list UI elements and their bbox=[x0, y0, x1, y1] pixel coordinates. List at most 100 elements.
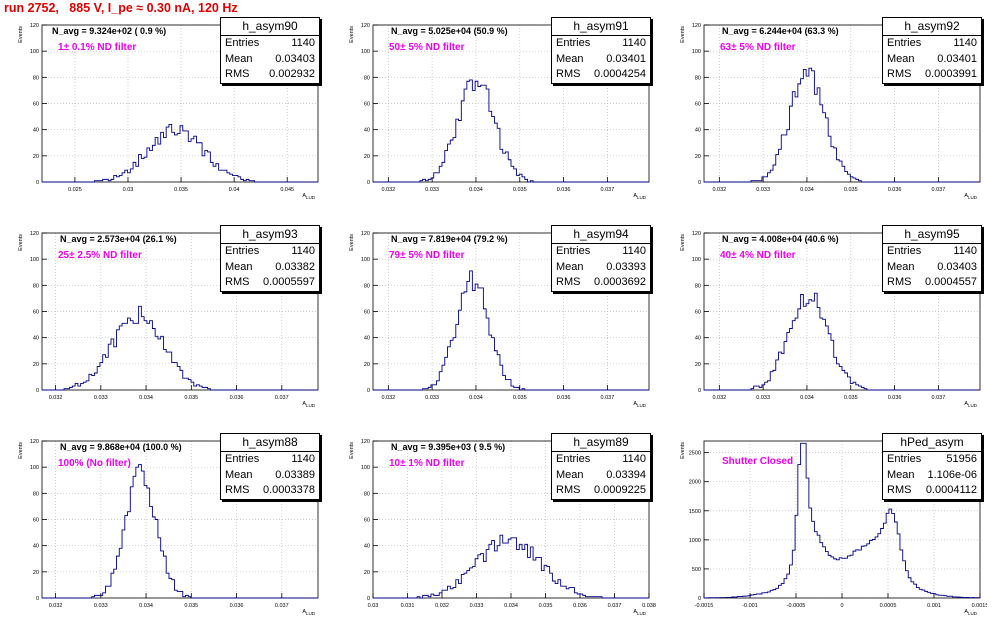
x-tick-label: -0.0015 bbox=[695, 603, 714, 609]
y-tick-label: 1000 bbox=[689, 538, 701, 544]
stats-box: h_asym95 Entries 1140 Mean 0.03403 RMS 0.00045… bbox=[882, 225, 982, 292]
stats-label: Entries bbox=[556, 245, 591, 257]
stats-box-title: h_asym95 bbox=[883, 226, 981, 244]
navg-label: N_avg = 9.395e+03 ( 9.5 %) bbox=[391, 442, 506, 452]
x-axis-label: A bbox=[633, 193, 637, 199]
stats-value: 0.0003991 bbox=[925, 68, 977, 80]
x-tick-label: 0.038 bbox=[642, 603, 656, 609]
stats-box: h_asym94 Entries 1140 Mean 0.03393 RMS 0.00036… bbox=[551, 225, 651, 292]
histogram-plot: 0 20 40 60 80 100 120 0.032 0.033 0.034 0.035 0.036… bbox=[680, 23, 981, 200]
stats-row-mean: Mean 0.03403 bbox=[221, 52, 319, 68]
y-tick-label: 120 bbox=[361, 231, 370, 237]
x-tick-label: 0.033 bbox=[425, 395, 439, 401]
stats-label: RMS bbox=[556, 276, 581, 288]
y-tick-label: 0 bbox=[698, 180, 701, 186]
filter-annotation: 10± 1% ND filter bbox=[389, 458, 465, 469]
x-axis-label-subscript: LUD bbox=[637, 611, 647, 616]
x-tick-label: 0.04 bbox=[229, 187, 240, 193]
stats-label: RMS bbox=[225, 68, 250, 80]
y-axis-label: Events bbox=[18, 26, 24, 43]
navg-label: N_avg = 5.025e+04 (50.9 %) bbox=[391, 26, 508, 36]
x-tick-label: 0.03 bbox=[368, 603, 379, 609]
y-tick-label: 0 bbox=[36, 180, 39, 186]
x-tick-label: 0.033 bbox=[470, 603, 484, 609]
x-tick-label: 0.037 bbox=[600, 395, 614, 401]
stats-box-title: h_asym88 bbox=[221, 434, 319, 452]
x-tick-label: 0.035 bbox=[513, 395, 527, 401]
histogram-line bbox=[373, 270, 649, 391]
histogram-plot: 0 20 40 60 80 100 120 0.032 0.033 0.034 0.035 0.036… bbox=[349, 23, 650, 200]
navg-label: N_avg = 7.819e+04 (79.2 %) bbox=[391, 234, 508, 244]
stats-value: 0.0004557 bbox=[925, 276, 977, 288]
stats-value: 0.03389 bbox=[275, 468, 315, 481]
stats-row-mean: Mean 0.03382 bbox=[221, 260, 319, 276]
y-tick-label: 80 bbox=[695, 75, 701, 81]
stats-label: Mean bbox=[887, 468, 915, 481]
filter-annotation: 63± 5% ND filter bbox=[720, 42, 796, 53]
stats-label: Entries bbox=[225, 37, 260, 49]
x-tick-label: 0.037 bbox=[931, 395, 945, 401]
y-tick-label: 40 bbox=[364, 336, 370, 342]
stats-box-title: h_asym90 bbox=[221, 18, 319, 36]
stats-value: 0.0005597 bbox=[263, 276, 315, 288]
y-tick-label: 60 bbox=[695, 102, 701, 108]
stats-row-rms: RMS 0.0004557 bbox=[883, 275, 981, 291]
y-tick-label: 80 bbox=[695, 283, 701, 289]
y-tick-label: 20 bbox=[364, 362, 370, 368]
navg-label: N_avg = 2.573e+04 (26.1 %) bbox=[60, 234, 177, 244]
y-axis-label: Events bbox=[349, 234, 355, 251]
y-tick-label: 40 bbox=[695, 128, 701, 134]
stats-box-title: h_asym93 bbox=[221, 226, 319, 244]
filter-annotation: 25± 2.5% ND filter bbox=[58, 250, 142, 261]
x-tick-label: -0.001 bbox=[742, 603, 758, 609]
histogram-plot: 0 20 40 60 80 100 120 0.03 0.031 0.032 0.033 0.034 0… bbox=[349, 439, 656, 616]
histogram-panel-h_asym91: 0 20 40 60 80 100 120 0.032 0.033 0.034 0.035 0.036… bbox=[331, 0, 656, 205]
histogram-panel-h_asym89: 0 20 40 60 80 100 120 0.03 0.031 0.032 0.033 0.034 0… bbox=[331, 416, 656, 621]
y-axis-label: Events bbox=[680, 234, 686, 251]
stats-value: 0.0009225 bbox=[594, 484, 646, 496]
histogram-plot: 0 20 40 60 80 100 120 0.032 0.033 0.034 0.035 0.036… bbox=[18, 231, 319, 408]
filter-annotation: 79± 5% ND filter bbox=[389, 250, 465, 261]
stats-box: h_asym91 Entries 1140 Mean 0.03401 RMS 0.00042… bbox=[551, 17, 651, 84]
y-tick-label: 60 bbox=[364, 310, 370, 316]
histogram-panel-h_asym95: 0 20 40 60 80 100 120 0.032 0.033 0.034 0.035 0.036… bbox=[662, 208, 987, 413]
histogram-panel-h_asym90: 0 20 40 60 80 100 120 0.025 0.03 0.035 0.04 0.045 Ev… bbox=[0, 0, 325, 205]
stats-label: Mean bbox=[225, 260, 253, 273]
histogram-plot: 0 20 40 60 80 100 120 0.032 0.033 0.034 0.035 0.036… bbox=[18, 439, 319, 616]
stats-row-rms: RMS 0.0009225 bbox=[552, 483, 650, 499]
filter-annotation: Shutter Closed bbox=[722, 456, 794, 467]
stats-value: 0.03401 bbox=[606, 52, 646, 65]
x-tick-label: 0.037 bbox=[275, 395, 289, 401]
x-tick-label: 0.036 bbox=[888, 395, 902, 401]
x-axis-label: A bbox=[633, 609, 637, 615]
y-tick-label: 120 bbox=[692, 231, 701, 237]
x-axis-label-subscript: LUD bbox=[306, 403, 316, 408]
stats-row-entries: Entries 1140 bbox=[883, 244, 981, 260]
y-tick-label: 80 bbox=[364, 491, 370, 497]
y-tick-label: 40 bbox=[695, 336, 701, 342]
x-axis-label: A bbox=[633, 401, 637, 407]
x-axis-label-subscript: LUD bbox=[637, 403, 647, 408]
x-tick-label: 0.035 bbox=[184, 395, 198, 401]
x-tick-label: 0.035 bbox=[184, 603, 198, 609]
stats-label: RMS bbox=[887, 276, 912, 288]
stats-box: h_asym90 Entries 1140 Mean 0.03403 RMS 0.00293… bbox=[220, 17, 320, 84]
stats-label: RMS bbox=[887, 68, 912, 80]
y-tick-label: 120 bbox=[361, 23, 370, 29]
stats-row-entries: Entries 1140 bbox=[883, 36, 981, 52]
y-tick-label: 120 bbox=[30, 23, 39, 29]
x-tick-label: 0.03 bbox=[123, 187, 134, 193]
y-tick-label: 0 bbox=[36, 388, 39, 394]
histogram-panel-h_asym92: 0 20 40 60 80 100 120 0.032 0.033 0.034 0.035 0.036… bbox=[662, 0, 987, 205]
x-tick-label: 0.032 bbox=[381, 395, 395, 401]
y-tick-label: 0 bbox=[367, 388, 370, 394]
filter-annotation: 50± 5% ND filter bbox=[389, 42, 465, 53]
x-axis-label: A bbox=[302, 193, 306, 199]
x-tick-label: 0.032 bbox=[712, 187, 726, 193]
y-tick-label: 40 bbox=[33, 128, 39, 134]
stats-box: h_asym93 Entries 1140 Mean 0.03382 RMS 0.00055… bbox=[220, 225, 320, 292]
x-axis-label: A bbox=[964, 193, 968, 199]
histogram-panel-h_asym93: 0 20 40 60 80 100 120 0.032 0.033 0.034 0.035 0.036… bbox=[0, 208, 325, 413]
x-tick-label: 0.037 bbox=[275, 603, 289, 609]
y-tick-label: 20 bbox=[364, 154, 370, 160]
